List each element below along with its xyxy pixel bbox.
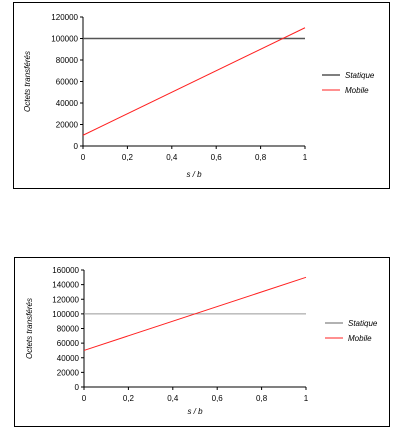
- x-axis-title: s / b: [186, 170, 202, 179]
- y-tick-label: 100000: [51, 35, 78, 44]
- y-tick-label: 40000: [57, 354, 80, 363]
- y-tick-label: 80000: [56, 56, 79, 65]
- series-line-mobile: [83, 276, 307, 351]
- x-tick-label: 1: [303, 153, 308, 162]
- x-tick-label: 0,4: [166, 153, 178, 162]
- y-tick-label: 120000: [51, 13, 78, 22]
- x-tick-label: 0,6: [212, 394, 224, 403]
- y-tick-label: 120000: [52, 295, 79, 304]
- x-tick-label: 0,8: [255, 153, 267, 162]
- y-tick-label: 60000: [56, 78, 79, 87]
- legend-label-mobile: Mobile: [348, 334, 372, 343]
- y-tick-label: 60000: [57, 339, 80, 348]
- x-tick-label: 0,2: [122, 153, 134, 162]
- x-tick-label: 0,4: [167, 394, 179, 403]
- legend-label-statique: Statique: [345, 71, 375, 80]
- x-tick-label: 0: [82, 394, 87, 403]
- y-tick-label: 80000: [57, 325, 80, 334]
- legend-label-statique: Statique: [348, 319, 378, 328]
- y-tick-label: 20000: [56, 121, 79, 130]
- y-tick-label: 160000: [52, 266, 79, 275]
- x-tick-label: 0: [81, 153, 86, 162]
- y-tick-label: 100000: [52, 310, 79, 319]
- x-tick-label: 1: [304, 394, 309, 403]
- legend-label-mobile: Mobile: [345, 86, 369, 95]
- x-tick-label: 0,6: [211, 153, 223, 162]
- y-axis-title: Octets transférés: [23, 51, 32, 112]
- y-tick-label: 140000: [52, 281, 79, 290]
- x-axis-title: s / b: [187, 407, 203, 416]
- y-tick-label: 0: [74, 142, 79, 151]
- x-tick-label: 0,2: [123, 394, 135, 403]
- y-axis-title: Octets transférés: [25, 298, 34, 359]
- series-line-mobile: [82, 27, 306, 136]
- chart-2-frame: [14, 257, 390, 427]
- x-tick-label: 0,8: [256, 394, 268, 403]
- chart-1-frame: [13, 2, 390, 189]
- y-tick-label: 0: [75, 383, 80, 392]
- y-tick-label: 20000: [57, 368, 80, 377]
- y-tick-label: 40000: [56, 99, 79, 108]
